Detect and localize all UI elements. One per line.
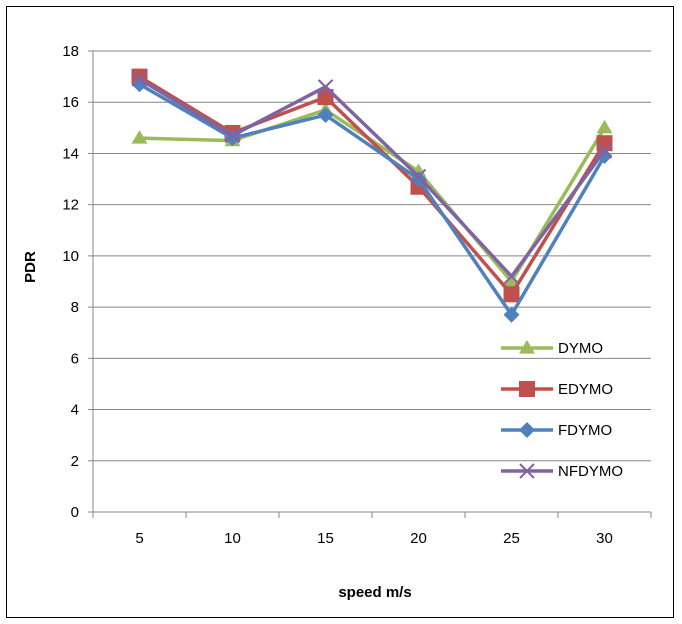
- x-tick-label: 10: [224, 530, 241, 547]
- data-point-fdymo: [596, 148, 613, 165]
- y-tick-label: 4: [71, 402, 79, 419]
- legend-label-dymo: DYMO: [558, 340, 603, 357]
- axes: [88, 50, 652, 518]
- legend-marker-fdymo: [519, 422, 535, 438]
- legend-item-dymo: DYMO: [501, 340, 603, 357]
- legend-label-edymo: EDYMO: [558, 381, 613, 398]
- series-line-edymo: [138, 75, 606, 297]
- data-point-nfdymo: [131, 71, 148, 87]
- data-point-nfdymo: [224, 127, 241, 144]
- series-nfdymo: [131, 71, 613, 285]
- data-point-nfdymo: [317, 79, 334, 95]
- legend: DYMO EDYMO FDYMO NFDYMO: [501, 340, 623, 480]
- data-point-dymo: [596, 119, 613, 134]
- data-point-edymo: [503, 286, 520, 303]
- y-tick-label: 2: [71, 453, 79, 470]
- y-tick-label: 18: [62, 43, 79, 60]
- x-tick-label: 25: [503, 530, 520, 547]
- legend-item-fdymo: FDYMO: [501, 422, 612, 439]
- legend-marker-edymo: [519, 381, 535, 397]
- y-tick-label: 6: [71, 350, 79, 367]
- legend-item-edymo: EDYMO: [501, 381, 613, 398]
- data-point-fdymo: [503, 306, 520, 323]
- legend-item-nfdymo: NFDYMO: [501, 463, 623, 480]
- gridlines: [93, 50, 651, 462]
- y-tick-label: 8: [71, 299, 79, 316]
- x-tick-label: 30: [596, 530, 613, 547]
- x-tick-labels: 5 10 15 20 25 30: [135, 530, 613, 547]
- y-tick-label: 16: [62, 94, 79, 111]
- data-point-nfdymo: [410, 168, 427, 185]
- x-axis-label: speed m/s: [338, 584, 411, 601]
- chart-frame: 0 2 4 6 8 10 12 14 16 18 5 10 15 20 25 30 DYMO EDYMO FDY…: [6, 6, 674, 618]
- legend-label-nfdymo: NFDYMO: [558, 463, 623, 480]
- y-tick-label: 10: [62, 248, 79, 265]
- x-tick-label: 15: [317, 530, 334, 547]
- legend-marker-dymo: [519, 340, 535, 354]
- data-point-fdymo: [317, 107, 334, 124]
- x-tick-label: 20: [410, 530, 427, 547]
- y-tick-labels: 0 2 4 6 8 10 12 14 16 18: [62, 43, 79, 521]
- series-group: [131, 68, 613, 323]
- legend-marker-nfdymo: [519, 463, 535, 479]
- data-point-nfdymo: [503, 268, 520, 285]
- series-line-fdymo: [138, 82, 607, 317]
- data-point-dymo: [131, 130, 148, 144]
- series-fdymo: [131, 76, 613, 323]
- x-tick-label: 5: [135, 530, 143, 547]
- series-line-nfdymo: [138, 77, 606, 279]
- y-tick-label: 14: [62, 145, 79, 162]
- legend-label-fdymo: FDYMO: [558, 422, 612, 439]
- y-axis-label: PDR: [22, 251, 39, 283]
- y-tick-label: 0: [71, 504, 79, 521]
- data-point-nfdymo: [596, 143, 613, 159]
- data-point-dymo: [503, 273, 520, 288]
- line-chart: 0 2 4 6 8 10 12 14 16 18 5 10 15 20 25 30 DYMO EDYMO FDY…: [22, 43, 652, 601]
- y-tick-label: 12: [62, 197, 79, 214]
